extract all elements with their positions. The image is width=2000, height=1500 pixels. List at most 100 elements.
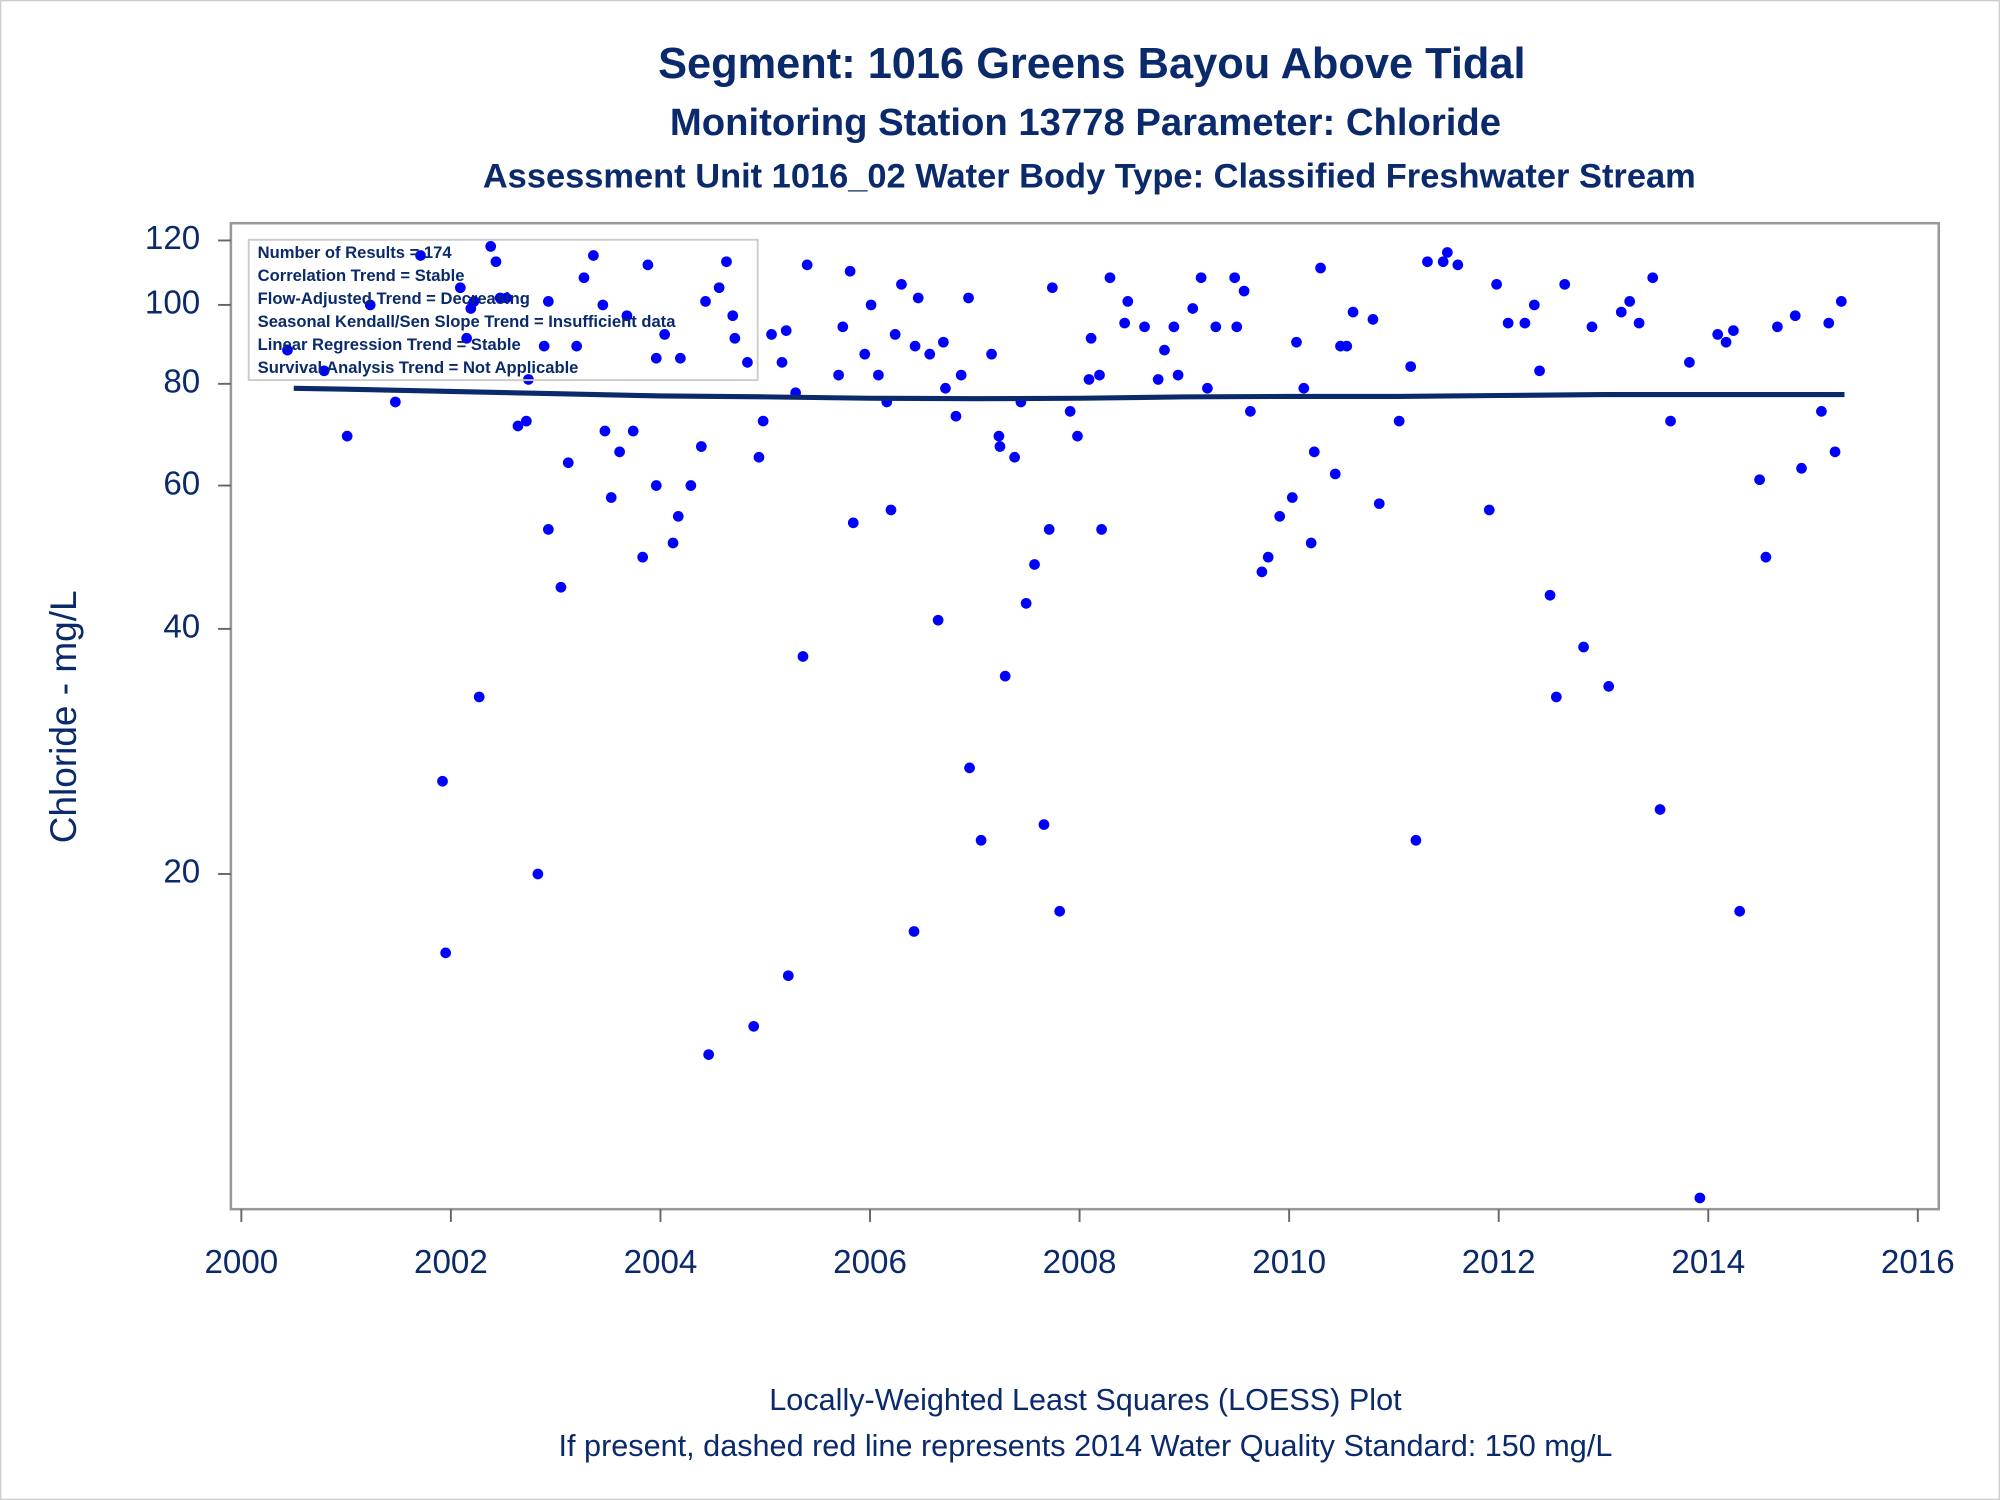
chart-subtitle: Monitoring Station 13778 Parameter: Chlo… — [670, 101, 1501, 144]
data-point — [1262, 551, 1274, 563]
data-point — [542, 524, 554, 535]
chart-subtitle: Assessment Unit 1016_02 Water Body Type:… — [483, 158, 1696, 196]
data-point — [1094, 369, 1105, 381]
data-point — [1085, 332, 1097, 344]
data-point — [1172, 369, 1184, 381]
data-point — [1816, 406, 1827, 417]
loess-line — [293, 385, 1845, 402]
data-point — [1009, 451, 1020, 463]
data-point — [1245, 406, 1256, 417]
data-point — [1578, 641, 1589, 653]
data-point — [1720, 336, 1732, 348]
data-point — [1083, 374, 1095, 385]
data-point — [1534, 365, 1545, 377]
data-point — [1586, 321, 1598, 333]
x-tick-label: 2000 — [204, 1244, 278, 1281]
data-point — [597, 299, 609, 311]
data-point — [1305, 537, 1317, 549]
data-point — [729, 332, 741, 344]
data-point — [1367, 314, 1379, 325]
data-point — [473, 691, 485, 703]
data-point — [571, 340, 582, 352]
data-point — [642, 259, 654, 271]
data-point — [490, 256, 502, 268]
data-point — [721, 256, 732, 268]
data-point — [700, 296, 711, 307]
chart-title: Segment: 1016 Greens Bayou Above Tidal — [658, 40, 1525, 88]
data-point — [501, 292, 512, 304]
data-point — [994, 441, 1006, 452]
data-point — [1519, 317, 1531, 329]
data-point — [1665, 415, 1676, 427]
footnote: If present, dashed red line represents 2… — [559, 1429, 1613, 1463]
data-point — [955, 369, 967, 381]
data-point — [588, 250, 599, 261]
data-point — [940, 382, 951, 394]
data-point — [1168, 321, 1180, 333]
data-point — [1835, 296, 1847, 307]
data-point — [1072, 430, 1083, 442]
data-point — [1452, 259, 1464, 271]
info-text: Survival Analysis Trend = Not Applicable — [258, 358, 579, 377]
x-tick-label: 2014 — [1671, 1244, 1745, 1281]
data-point — [844, 265, 856, 277]
data-point — [847, 517, 859, 529]
data-point — [924, 348, 936, 360]
data-point — [975, 834, 987, 846]
data-point — [801, 259, 813, 271]
data-point — [912, 292, 924, 304]
data-point — [1159, 344, 1170, 356]
data-point — [542, 296, 554, 307]
y-tick-label: 120 — [145, 220, 200, 257]
data-point — [468, 296, 480, 307]
data-point — [538, 340, 550, 352]
data-point — [1694, 1192, 1706, 1204]
data-point — [532, 868, 544, 880]
data-point — [1229, 272, 1241, 284]
data-point — [1020, 597, 1032, 609]
data-point — [364, 299, 376, 311]
data-point — [1684, 357, 1695, 368]
data-point — [282, 344, 293, 356]
x-tick-label: 2002 — [414, 1244, 488, 1281]
data-point — [578, 272, 590, 284]
data-point — [776, 357, 788, 368]
data-point — [1038, 819, 1050, 830]
data-point — [1528, 299, 1540, 311]
data-point — [415, 250, 426, 261]
data-point — [1274, 510, 1286, 522]
info-text: Linear Regression Trend = Stable — [258, 335, 521, 354]
data-point — [1502, 317, 1514, 329]
data-point — [1491, 278, 1502, 290]
data-point — [766, 329, 777, 340]
data-point — [599, 425, 611, 437]
data-point — [1550, 691, 1562, 703]
x-tick-label: 2012 — [1462, 1244, 1536, 1281]
data-point — [1483, 504, 1495, 516]
data-point — [782, 970, 794, 982]
data-point — [485, 241, 497, 252]
data-point — [1712, 329, 1724, 340]
data-point — [1544, 589, 1556, 601]
data-point — [1139, 321, 1150, 333]
x-tick-label: 2008 — [1043, 1244, 1117, 1281]
data-point — [672, 510, 684, 522]
y-axis-label: Chloride - mg/L — [43, 590, 84, 843]
data-point — [993, 430, 1005, 442]
data-point — [520, 415, 532, 427]
data-point — [454, 282, 466, 294]
data-point — [1772, 321, 1783, 333]
data-point — [1734, 905, 1746, 917]
data-point — [1210, 321, 1222, 333]
data-point — [437, 775, 448, 787]
data-point — [1119, 317, 1130, 329]
data-point — [1347, 306, 1359, 318]
data-point — [757, 415, 769, 427]
data-point — [865, 299, 877, 311]
data-point — [833, 369, 844, 381]
data-point — [859, 348, 871, 360]
data-point — [1187, 303, 1199, 314]
y-tick-label: 100 — [145, 285, 200, 322]
